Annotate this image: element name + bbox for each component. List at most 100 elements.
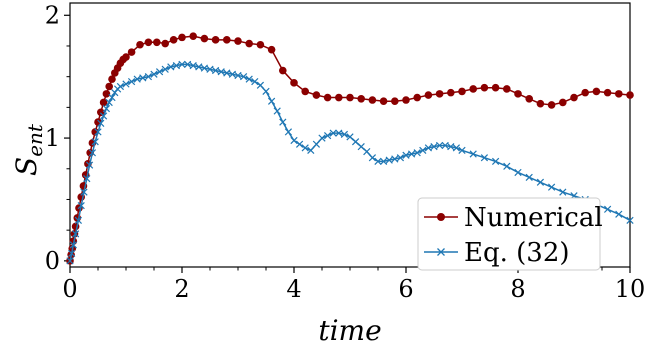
- data-point-eq32: [469, 150, 477, 158]
- data-point-eq32: [99, 112, 108, 120]
- data-point-eq32: [514, 168, 522, 177]
- data-point-numerical: [413, 93, 422, 102]
- data-point-eq32: [111, 89, 119, 97]
- data-point-eq32: [251, 77, 259, 86]
- data-point-eq32: [178, 60, 186, 69]
- data-point-numerical: [368, 96, 377, 104]
- data-point-numerical: [503, 85, 511, 93]
- data-point-numerical: [102, 90, 111, 98]
- x-axis-ticks: 0 2 4 6 8 10: [62, 267, 645, 303]
- data-point-eq32: [108, 93, 116, 102]
- data-point-eq32: [407, 150, 416, 158]
- data-point-eq32: [340, 130, 349, 139]
- data-point-eq32: [312, 140, 321, 148]
- y-axis-label-subscript: ent: [23, 123, 47, 157]
- data-point-numerical: [603, 88, 612, 97]
- data-point-eq32: [363, 147, 371, 156]
- data-point-numerical: [615, 90, 623, 98]
- legend-marker-eq32: [437, 248, 445, 256]
- data-point-numerical: [301, 87, 310, 96]
- data-point-numerical: [379, 97, 388, 106]
- data-point-numerical: [458, 87, 466, 96]
- data-point-eq32: [458, 146, 466, 154]
- data-point-eq32: [525, 173, 533, 181]
- y-tick-label: 1: [45, 124, 60, 152]
- data-point-eq32: [189, 61, 197, 70]
- data-point-eq32: [273, 107, 281, 115]
- data-point-eq32: [307, 146, 315, 154]
- data-point-eq32: [374, 157, 382, 166]
- y-tick-label: 0: [45, 247, 60, 275]
- data-point-eq32: [122, 80, 130, 88]
- data-point-numerical: [592, 87, 601, 96]
- data-point-numerical: [97, 108, 105, 117]
- data-point-numerical: [136, 40, 144, 49]
- data-point-eq32: [133, 75, 141, 83]
- data-point-eq32: [430, 143, 438, 151]
- data-point-numerical: [161, 39, 169, 48]
- data-point-numerical: [469, 85, 478, 93]
- data-point-eq32: [83, 174, 91, 183]
- x-tick-label: 8: [510, 275, 525, 303]
- data-point-eq32: [559, 188, 567, 196]
- data-point-numerical: [312, 91, 321, 99]
- data-point-numerical: [525, 94, 533, 103]
- data-point-numerical: [200, 34, 209, 43]
- data-point-eq32: [402, 151, 410, 159]
- data-point-eq32: [279, 118, 287, 126]
- data-point-eq32: [234, 71, 242, 80]
- data-point-eq32: [206, 65, 214, 73]
- data-point-eq32: [88, 149, 97, 157]
- y-axis-label: Sent: [10, 123, 47, 176]
- data-point-eq32: [127, 77, 136, 86]
- data-point-eq32: [413, 149, 421, 157]
- data-point-eq32: [71, 230, 80, 238]
- data-point-eq32: [626, 216, 634, 224]
- data-point-numerical: [581, 88, 589, 97]
- data-point-eq32: [80, 188, 88, 196]
- data-point-numerical: [547, 101, 556, 109]
- y-axis-ticks: 0 1 2: [45, 1, 70, 275]
- data-point-numerical: [626, 91, 634, 99]
- data-point-eq32: [452, 144, 461, 152]
- x-tick-label: 6: [398, 275, 413, 303]
- y-tick-label: 2: [45, 1, 60, 29]
- data-point-eq32: [217, 68, 225, 76]
- data-point-eq32: [419, 146, 427, 154]
- x-tick-label: 10: [615, 275, 646, 303]
- data-point-eq32: [172, 61, 181, 70]
- data-point-eq32: [228, 70, 237, 78]
- data-point-eq32: [77, 201, 85, 210]
- data-point-eq32: [97, 119, 105, 127]
- data-point-eq32: [290, 136, 298, 145]
- data-point-numerical: [108, 75, 116, 83]
- data-point-numerical: [480, 83, 489, 92]
- data-point-eq32: [161, 65, 169, 73]
- data-point-eq32: [102, 104, 111, 113]
- data-point-eq32: [536, 178, 545, 186]
- data-point-eq32: [200, 64, 209, 72]
- data-point-eq32: [391, 155, 399, 163]
- data-point-eq32: [480, 154, 489, 162]
- data-point-eq32: [85, 161, 94, 169]
- data-point-eq32: [267, 97, 276, 105]
- data-point-eq32: [256, 81, 265, 89]
- data-point-numerical: [189, 32, 197, 40]
- data-point-eq32: [295, 140, 304, 148]
- data-point-eq32: [503, 162, 511, 170]
- data-point-numerical: [279, 66, 287, 75]
- data-point-numerical: [245, 39, 253, 48]
- data-point-eq32: [284, 128, 293, 136]
- data-point-eq32: [74, 216, 83, 224]
- data-point-numerical: [424, 91, 433, 99]
- data-point-numerical: [447, 88, 455, 97]
- data-point-numerical: [127, 48, 136, 56]
- data-point-eq32: [323, 131, 332, 140]
- data-point-numerical: [514, 90, 522, 98]
- x-tick-label: 4: [286, 275, 301, 303]
- data-point-eq32: [195, 63, 203, 71]
- legend: Numerical Eq. (32): [417, 197, 603, 271]
- data-point-eq32: [301, 144, 309, 152]
- data-point-numerical: [335, 93, 343, 102]
- data-point-eq32: [447, 143, 455, 151]
